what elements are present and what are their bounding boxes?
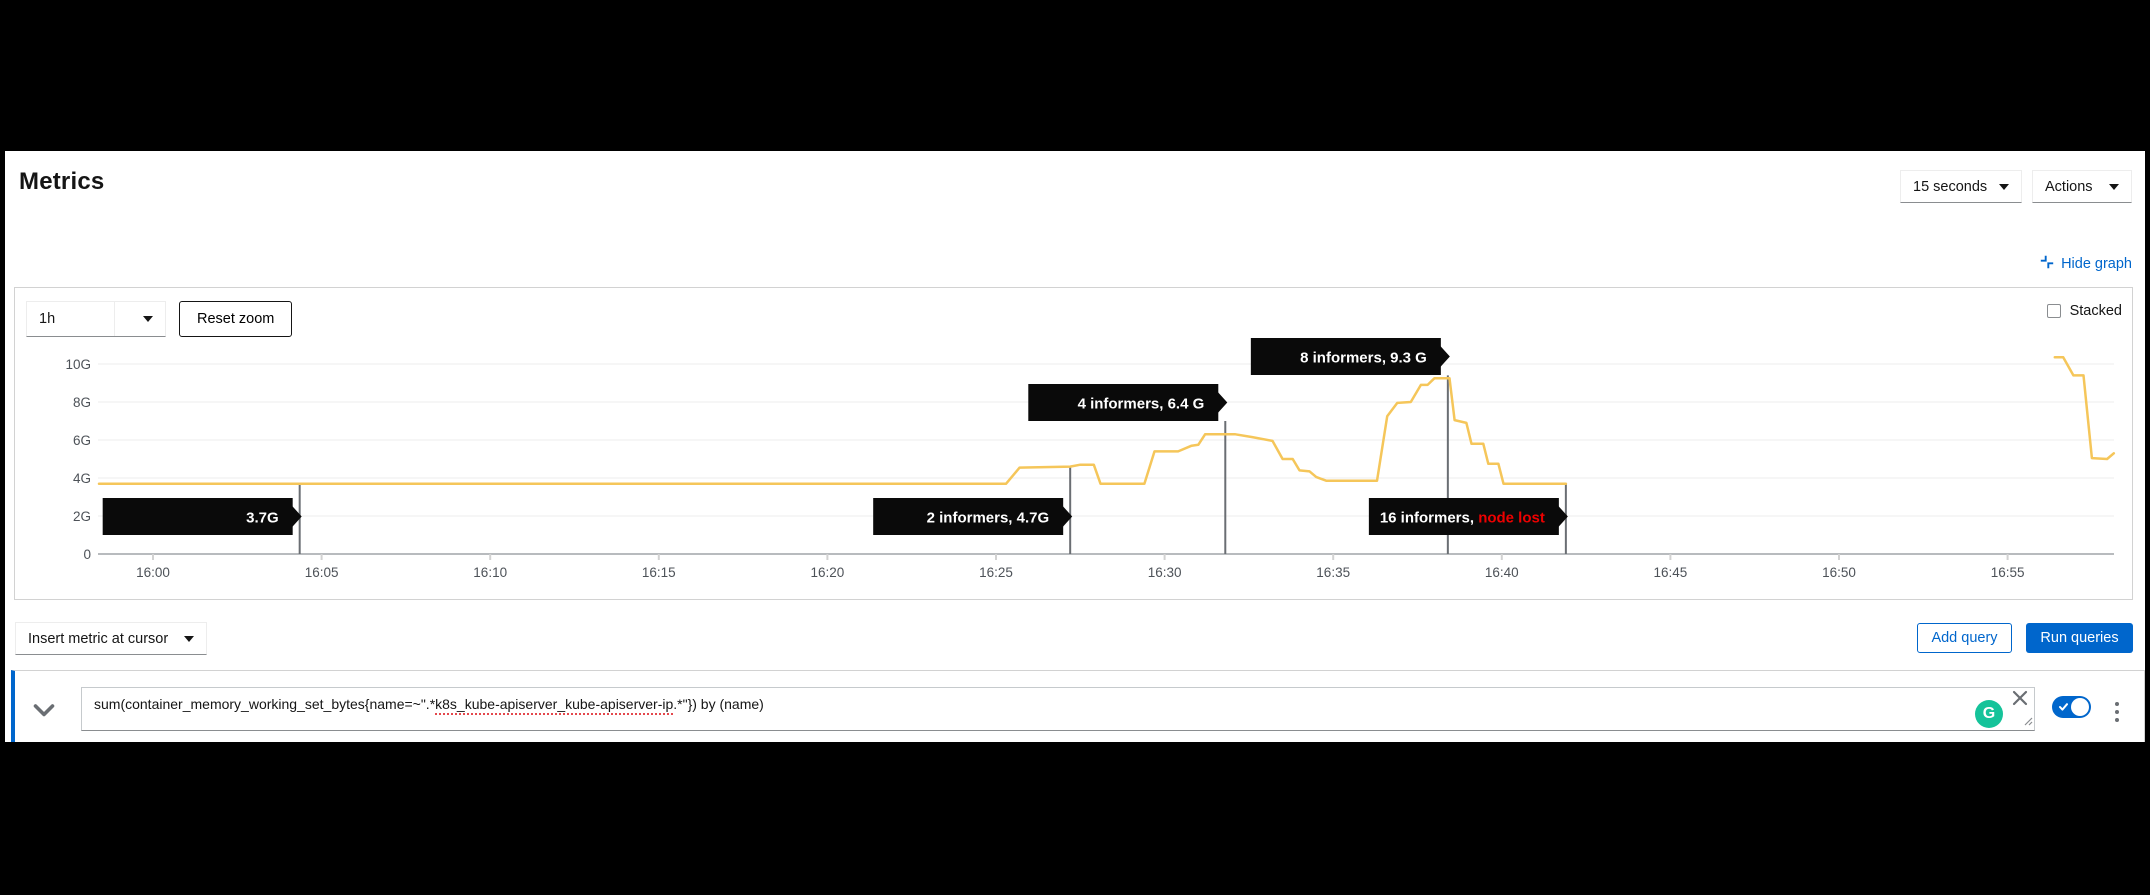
hide-graph-label: Hide graph <box>2061 256 2132 272</box>
time-range-select[interactable]: 1h <box>26 301 166 337</box>
chart-plot[interactable]: 0 2G 4G 6G 8G 10G 16:00 16:05 16:10 16:15 16:20 16:… <box>15 288 2132 599</box>
svg-text:16:30: 16:30 <box>1148 565 1182 580</box>
resize-handle[interactable] <box>2023 713 2033 729</box>
insert-metric-label: Insert metric at cursor <box>28 630 169 647</box>
compress-icon <box>2040 255 2054 273</box>
stacked-label: Stacked <box>2069 303 2122 319</box>
chevron-down-icon <box>1999 183 2009 190</box>
run-queries-button[interactable]: Run queries <box>2026 623 2133 653</box>
svg-text:8 informers, 9.3 G: 8 informers, 9.3 G <box>1300 350 1427 367</box>
page-title: Metrics <box>19 168 105 195</box>
check-icon <box>2059 703 2068 711</box>
reset-zoom-button[interactable]: Reset zoom <box>179 301 293 337</box>
time-range-value: 1h <box>39 311 56 327</box>
query-expression-suffix: .*"}) by (name) <box>673 696 764 712</box>
query-enabled-toggle[interactable] <box>2052 696 2091 718</box>
actions-dropdown[interactable]: Actions <box>2032 170 2132 203</box>
svg-text:16:20: 16:20 <box>811 565 845 580</box>
svg-text:16:10: 16:10 <box>473 565 507 580</box>
svg-text:10G: 10G <box>65 357 91 372</box>
expand-query-chevron-icon[interactable] <box>33 703 55 723</box>
svg-text:16:00: 16:00 <box>136 565 170 580</box>
query-expression-prefix: sum(container_memory_working_set_bytes{n… <box>94 696 436 712</box>
refresh-interval-select[interactable]: 15 seconds <box>1900 170 2022 203</box>
query-row: sum(container_memory_working_set_bytes{n… <box>11 670 2145 742</box>
grammarly-icon[interactable]: G <box>1975 700 2003 728</box>
add-query-button[interactable]: Add query <box>1917 623 2012 653</box>
svg-text:16:15: 16:15 <box>642 565 676 580</box>
toggle-knob <box>2071 698 2089 716</box>
hide-graph-link[interactable]: Hide graph <box>2040 255 2132 273</box>
svg-text:16:40: 16:40 <box>1485 565 1519 580</box>
svg-text:3.7G: 3.7G <box>246 510 279 527</box>
svg-text:6G: 6G <box>73 433 91 448</box>
svg-text:4G: 4G <box>73 471 91 486</box>
query-expression-input[interactable]: sum(container_memory_working_set_bytes{n… <box>81 687 2035 731</box>
svg-text:2 informers, 4.7G: 2 informers, 4.7G <box>927 510 1050 527</box>
close-icon[interactable] <box>2011 689 2029 710</box>
svg-text:16 informers, node lost: 16 informers, node lost <box>1380 510 1545 527</box>
chart-card: 0 2G 4G 6G 8G 10G 16:00 16:05 16:10 16:15 16:20 16:… <box>14 287 2133 600</box>
svg-text:4 informers, 6.4 G: 4 informers, 6.4 G <box>1078 396 1205 413</box>
chevron-down-icon <box>2109 183 2119 190</box>
svg-text:0: 0 <box>83 547 91 562</box>
select-divider <box>114 302 115 336</box>
svg-text:16:50: 16:50 <box>1822 565 1856 580</box>
actions-label: Actions <box>2045 178 2093 195</box>
svg-text:2G: 2G <box>73 509 91 524</box>
svg-text:16:35: 16:35 <box>1316 565 1350 580</box>
stacked-checkbox[interactable] <box>2046 304 2061 318</box>
svg-text:8G: 8G <box>73 395 91 410</box>
kebab-menu[interactable] <box>2107 697 2127 727</box>
svg-text:16:55: 16:55 <box>1991 565 2025 580</box>
svg-text:16:25: 16:25 <box>979 565 1013 580</box>
refresh-interval-value: 15 seconds <box>1913 178 1988 195</box>
svg-text:16:05: 16:05 <box>305 565 339 580</box>
stacked-checkbox-row[interactable]: Stacked <box>2046 303 2122 319</box>
svg-text:16:45: 16:45 <box>1654 565 1688 580</box>
metrics-page: Metrics 15 seconds Actions Hide graph 0 2… <box>5 151 2145 742</box>
query-expression-flagged: k8s_kube-apiserver_kube-apiserver-ip <box>435 696 674 712</box>
insert-metric-select[interactable]: Insert metric at cursor <box>15 622 207 655</box>
chevron-down-icon <box>143 316 153 322</box>
chevron-down-icon <box>184 635 194 642</box>
